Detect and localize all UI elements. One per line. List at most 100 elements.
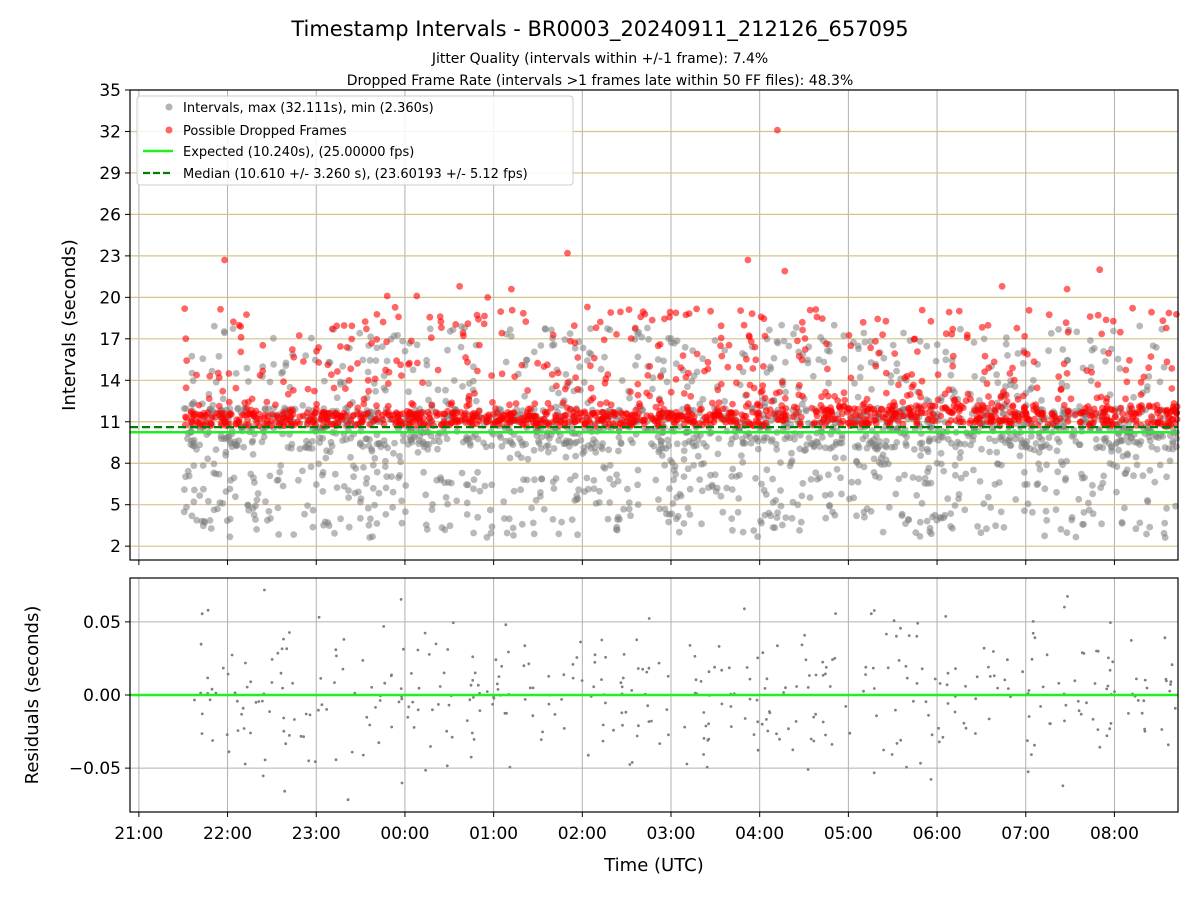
interval-point [680, 473, 688, 480]
dropped-frame-point [755, 409, 762, 417]
residual-point [1106, 684, 1110, 688]
dropped-frame-point [892, 412, 899, 420]
interval-point [940, 467, 948, 475]
residual-point [933, 677, 937, 681]
interval-point [837, 474, 844, 482]
interval-point [207, 525, 215, 532]
interval-point [924, 468, 931, 476]
dropped-frame-point [748, 421, 756, 429]
interval-point [226, 515, 234, 523]
dropped-frame-point [886, 418, 894, 426]
residual-point [442, 671, 446, 675]
interval-point [976, 397, 983, 404]
residual-point [1049, 722, 1052, 725]
interval-point [425, 396, 432, 404]
dropped-frame-point [971, 407, 978, 414]
interval-point [937, 449, 945, 457]
interval-point [1012, 435, 1019, 443]
residual-point [665, 708, 669, 711]
dropped-frame-point [1009, 364, 1016, 372]
top-y-tick-label: 20 [99, 288, 121, 308]
dropped-frame-point [677, 364, 685, 371]
residual-point [1076, 699, 1080, 703]
dropped-frame-point [617, 308, 624, 316]
interval-point [780, 337, 788, 345]
interval-point [575, 486, 583, 494]
dropped-frame-point [448, 419, 456, 427]
dropped-frame-point [383, 292, 391, 300]
dropped-frame-point [408, 337, 415, 345]
residual-point [245, 685, 249, 689]
interval-point [1115, 446, 1122, 454]
residual-point [319, 677, 323, 680]
interval-point [969, 436, 977, 444]
interval-point [359, 356, 367, 364]
dropped-frame-point [737, 307, 744, 314]
residual-point [402, 647, 405, 651]
interval-point [838, 432, 846, 439]
dropped-frame-point [1050, 412, 1058, 420]
dropped-frame-point [901, 374, 909, 382]
residual-point [531, 686, 535, 690]
top-y-tick-label: 29 [99, 164, 121, 184]
interval-point [345, 487, 352, 494]
dropped-frame-point [452, 321, 460, 328]
interval-point [480, 439, 487, 447]
interval-point [371, 501, 378, 509]
interval-point [545, 448, 552, 456]
interval-point [693, 442, 700, 449]
residual-point [200, 612, 204, 616]
interval-point [634, 481, 641, 489]
interval-point [923, 396, 930, 404]
interval-point [502, 358, 510, 366]
interval-point [1004, 352, 1011, 359]
interval-point [323, 447, 330, 455]
interval-point [1172, 502, 1179, 510]
interval-point [279, 482, 287, 490]
interval-point [1068, 516, 1076, 524]
dropped-frame-point [926, 412, 934, 420]
interval-point [962, 470, 970, 478]
residual-point [620, 685, 624, 689]
interval-point [680, 447, 688, 455]
x-tick-label: 03:00 [646, 824, 695, 844]
dropped-frame-point [237, 333, 245, 341]
interval-point [583, 357, 591, 364]
dropped-frame-point [182, 414, 190, 422]
interval-point [463, 499, 471, 507]
dropped-frame-point [879, 331, 886, 339]
dropped-frame-point [522, 318, 530, 325]
interval-point [506, 454, 514, 462]
residual-point [828, 685, 832, 688]
dropped-frame-point [749, 408, 756, 416]
interval-point [806, 494, 814, 501]
interval-point [1038, 396, 1045, 404]
dropped-frame-point [818, 393, 825, 401]
residual-point [562, 727, 566, 730]
residual-point [992, 674, 996, 678]
residual-point [407, 705, 411, 709]
dropped-frame-point [799, 326, 806, 334]
interval-point [217, 432, 225, 440]
dropped-frame-point [918, 409, 925, 417]
dropped-frame-point [1109, 420, 1116, 428]
dropped-frame-point [827, 408, 835, 415]
dropped-frame-point [428, 401, 436, 409]
interval-point [382, 457, 389, 465]
interval-point [463, 511, 471, 518]
interval-point [752, 435, 759, 443]
interval-point [915, 475, 923, 483]
interval-point [1148, 443, 1156, 451]
interval-point [1036, 466, 1044, 473]
residual-point [447, 703, 451, 707]
dropped-frame-point [613, 331, 620, 338]
residual-point [795, 685, 798, 688]
dropped-frame-point [368, 339, 375, 347]
interval-point [1021, 481, 1029, 488]
dropped-frame-point [1033, 384, 1041, 392]
residual-point [748, 697, 752, 701]
interval-point [181, 486, 188, 493]
interval-point [986, 435, 993, 443]
interval-point [786, 462, 794, 470]
interval-point [590, 477, 598, 484]
